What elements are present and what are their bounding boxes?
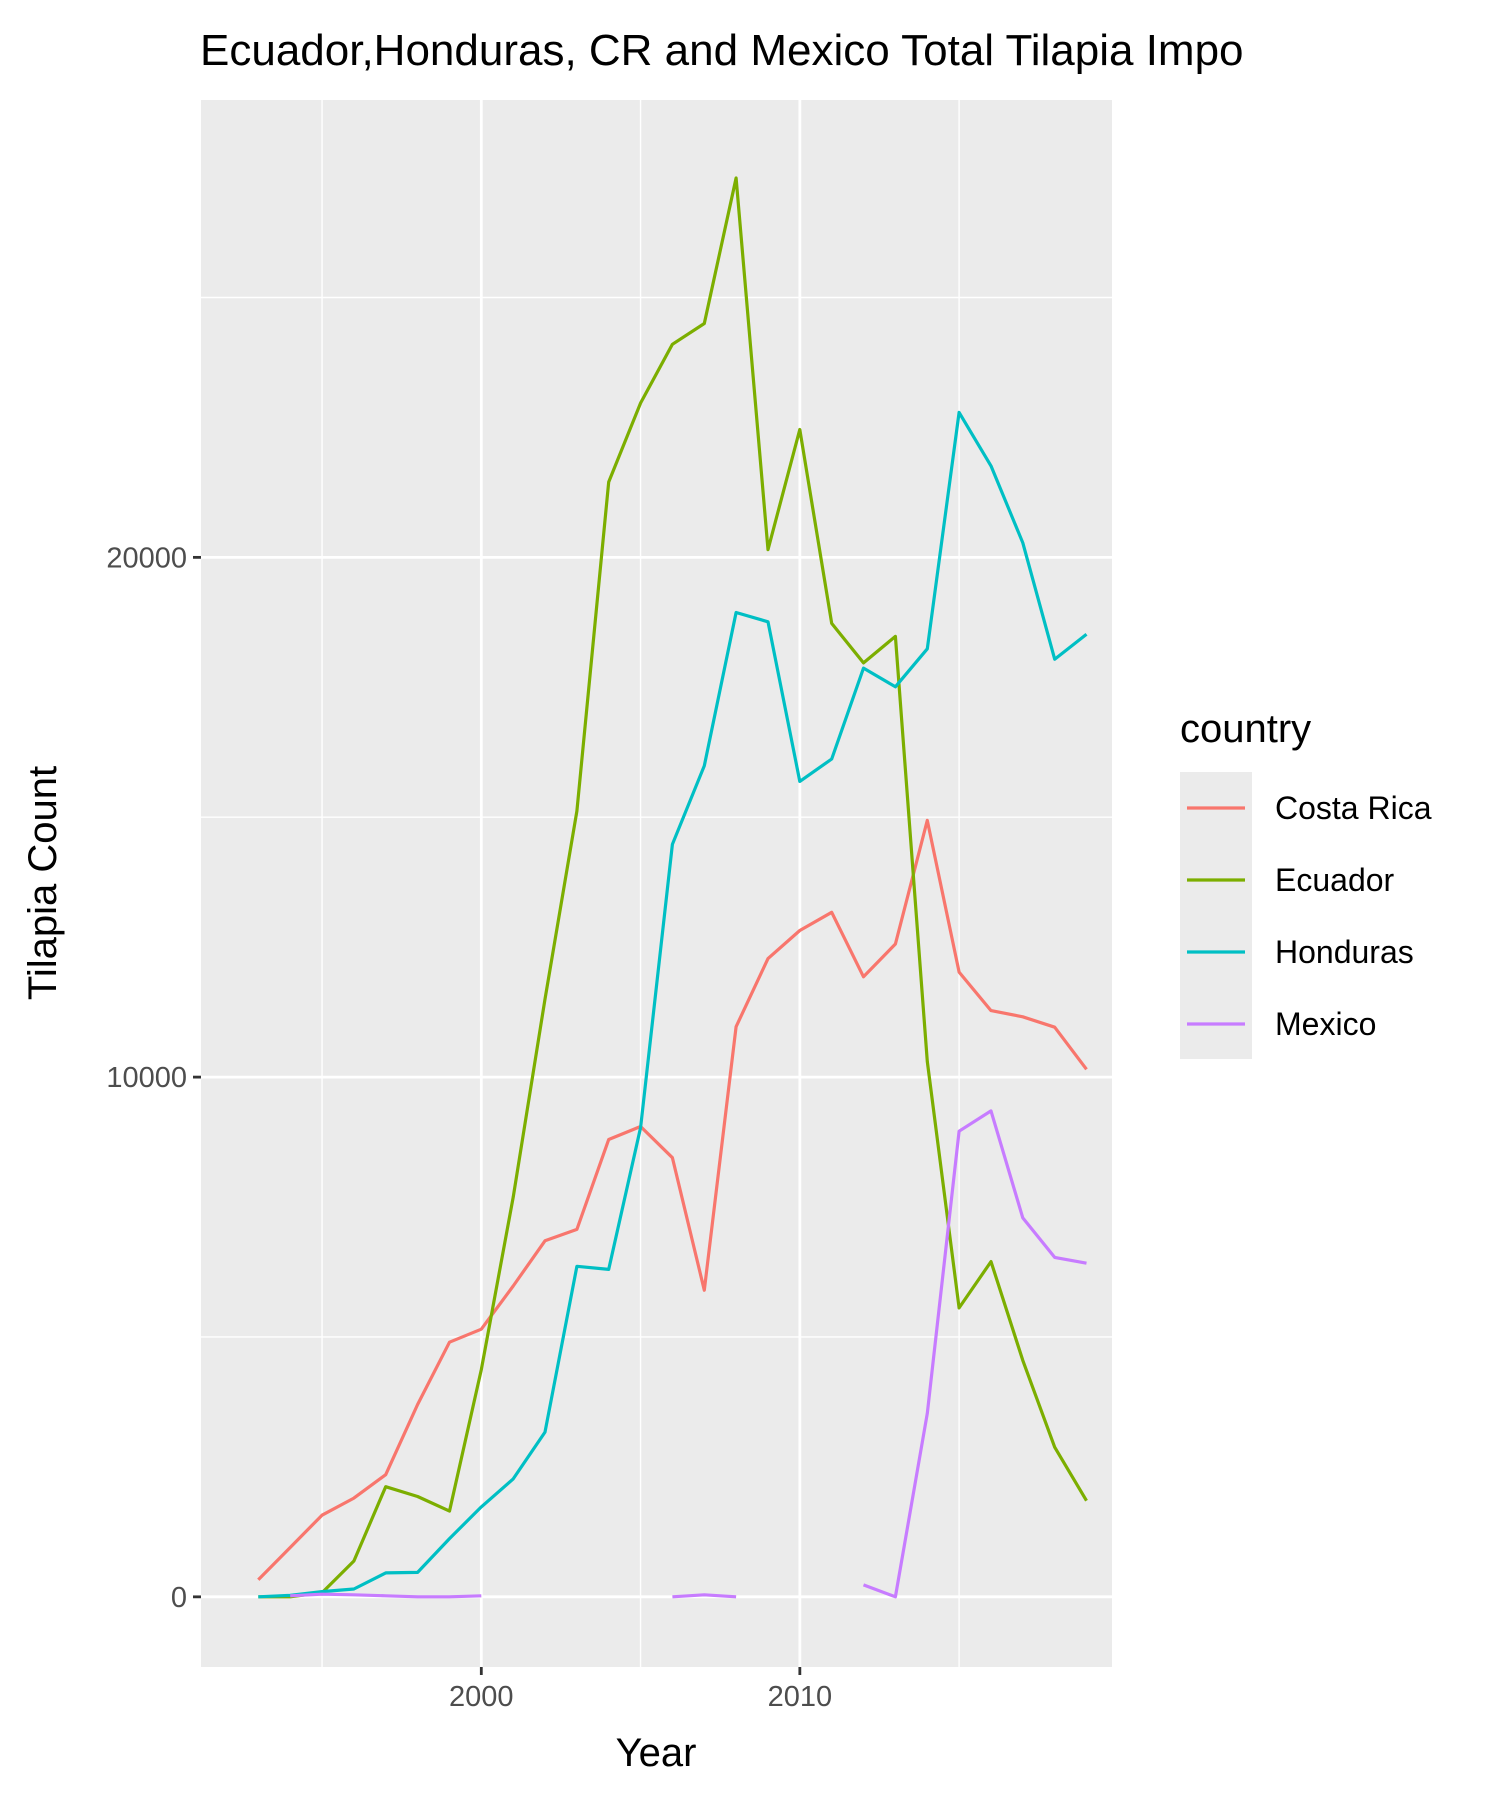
legend: country Costa Rica Ecuador Honduras Mexico: [1180, 707, 1432, 1059]
x-tick-label: 2010: [768, 1681, 833, 1713]
x-axis: 2000 2010: [449, 1667, 832, 1713]
x-axis-title: Year: [616, 1731, 697, 1775]
x-tick-label: 2000: [449, 1681, 514, 1713]
legend-label-costa-rica: Costa Rica: [1275, 790, 1432, 826]
minor-gridlines: [201, 100, 1112, 1667]
legend-label-mexico: Mexico: [1275, 1006, 1376, 1042]
y-axis: 0 10000 20000: [106, 542, 201, 1614]
series-line-costa-rica: [257, 818, 1088, 1581]
plot-panel: [201, 100, 1112, 1667]
legend-title: country: [1180, 707, 1311, 751]
chart-title: Ecuador,Honduras, CR and Mexico Total Ti…: [200, 26, 1244, 75]
y-axis-title: Tilapia Count: [21, 766, 65, 1000]
series-line-honduras: [258, 410, 1088, 1599]
y-tick-label: 0: [171, 1582, 187, 1614]
legend-label-ecuador: Ecuador: [1275, 862, 1395, 898]
series-lines: [257, 176, 1088, 1599]
y-tick-label: 10000: [106, 1062, 187, 1094]
legend-key-background: [1180, 772, 1252, 1059]
y-tick-label: 20000: [106, 542, 187, 574]
series-line-mexico: [290, 1109, 1087, 1599]
legend-label-honduras: Honduras: [1275, 934, 1414, 970]
major-gridlines: [201, 100, 1112, 1667]
